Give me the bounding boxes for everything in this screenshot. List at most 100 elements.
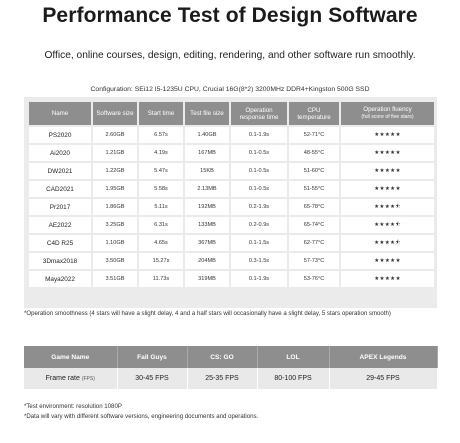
cpu-temperature-cell: 52-71°C <box>289 127 339 143</box>
software-name-cell: C4D R25 <box>29 235 91 251</box>
response-time-cell: 0.1-0.5s <box>231 145 287 161</box>
software-size-cell: 3.25GB <box>93 217 137 233</box>
fluency-stars: ★★★★⯪ <box>341 235 434 251</box>
fps-lol: 80-100 FPS <box>257 368 330 389</box>
table-row: Maya2022 3.51GB 11.73s 319MB 0.1-1.9s 53-76°C… <box>29 271 434 287</box>
game-header-csgo: CS: GO <box>187 346 258 368</box>
test-file-size-cell: 1.40GB <box>185 127 229 143</box>
fps-apex: 29-45 FPS <box>329 368 438 389</box>
frame-rate-label-cell: Frame rate (FPS) <box>24 368 118 389</box>
cpu-temperature-cell: 53-76°C <box>289 271 339 287</box>
header-test-file-size: Test file size <box>185 102 229 125</box>
start-time-cell: 4.65s <box>139 235 183 251</box>
header-start-time: Start time <box>139 102 183 125</box>
fluency-stars: ★★★★★ <box>341 163 434 179</box>
software-name-cell: DW2021 <box>29 163 91 179</box>
game-header-row: Game Name Fall Guys CS: GO LOL APEX Lege… <box>24 346 438 368</box>
fluency-stars: ★★★★★ <box>341 271 434 287</box>
cpu-temperature-cell: 51-55°C <box>289 181 339 197</box>
table-row: Ai2020 1.21GB 4.19s 167MB 0.1-0.5s 48-55°C ★★★… <box>29 145 434 161</box>
fps-csgo: 25-35 FPS <box>187 368 258 389</box>
footer-note-variance: *Data will vary with different software … <box>24 412 259 420</box>
software-name-cell: Pr2017 <box>29 199 91 215</box>
start-time-cell: 6.57s <box>139 127 183 143</box>
fluency-stars: ★★★★★ <box>341 181 434 197</box>
fps-fall-guys: 30-45 FPS <box>117 368 188 389</box>
start-time-cell: 5.47s <box>139 163 183 179</box>
response-time-cell: 0.1-1.5s <box>231 235 287 251</box>
fluency-stars: ★★★★⯪ <box>341 199 434 215</box>
software-name-cell: 3Dmax2018 <box>29 253 91 269</box>
header-name: Name <box>29 102 91 125</box>
cpu-temperature-cell: 65-74°C <box>289 217 339 233</box>
header-cpu-temperature: CPU temperature <box>289 102 339 125</box>
header-fluency-label: Operation fluency <box>363 106 412 113</box>
game-header-apex: APEX Legends <box>329 346 438 368</box>
cpu-temperature-cell: 62-77°C <box>289 235 339 251</box>
test-configuration: Configuration: SEi12 I5-1235U CPU, Cruci… <box>90 86 370 93</box>
table-row: C4D R25 1.10GB 4.65s 367MB 0.1-1.5s 62-77°C ★★… <box>29 235 434 251</box>
table-row: DW2021 1.22GB 5.47s 15KB 0.1-0.5s 51-60°C ★★★★… <box>29 163 434 179</box>
frame-rate-label: Frame rate <box>45 375 80 382</box>
fluency-stars: ★★★★★ <box>341 145 434 161</box>
software-name-cell: Maya2022 <box>29 271 91 287</box>
software-size-cell: 1.22GB <box>93 163 137 179</box>
software-name-cell: Ai2020 <box>29 145 91 161</box>
start-time-cell: 5.11s <box>139 199 183 215</box>
test-file-size-cell: 367MB <box>185 235 229 251</box>
response-time-cell: 0.2-0.9s <box>231 217 287 233</box>
fluency-stars: ★★★★★ <box>341 127 434 143</box>
start-time-cell: 4.19s <box>139 145 183 161</box>
test-file-size-cell: 319MB <box>185 271 229 287</box>
game-header-lol: LOL <box>257 346 330 368</box>
test-file-size-cell: 167MB <box>185 145 229 161</box>
test-file-size-cell: 133MB <box>185 217 229 233</box>
software-size-cell: 3.50GB <box>93 253 137 269</box>
cpu-temperature-cell: 51-60°C <box>289 163 339 179</box>
test-file-size-cell: 192MB <box>185 199 229 215</box>
game-table: Game Name Fall Guys CS: GO LOL APEX Lege… <box>24 346 438 389</box>
test-file-size-cell: 2.13MB <box>185 181 229 197</box>
start-time-cell: 15.27s <box>139 253 183 269</box>
start-time-cell: 5.58s <box>139 181 183 197</box>
table-row: Pr2017 1.86GB 5.11s 192MB 0.2-1.9s 65-78°C ★★★… <box>29 199 434 215</box>
fluency-note: *Operation smoothness (4 stars will have… <box>24 310 391 317</box>
response-time-cell: 0.1-0.5s <box>231 163 287 179</box>
software-size-cell: 2.60GB <box>93 127 137 143</box>
page-subtitle: Office, online courses, design, editing,… <box>44 50 416 61</box>
fluency-stars: ★★★★★ <box>341 253 434 269</box>
frame-rate-unit: (FPS) <box>81 376 95 382</box>
start-time-cell: 11.73s <box>139 271 183 287</box>
cpu-temperature-cell: 57-73°C <box>289 253 339 269</box>
header-operation-fluency: Operation fluency (full score of five sta… <box>341 102 434 125</box>
header-fluency-subtitle: (full score of five stars) <box>361 114 414 120</box>
page-title: Performance Test of Design Software <box>42 4 418 27</box>
table-header-row: Name Software size Start time Test file … <box>29 102 434 125</box>
cpu-temperature-cell: 65-78°C <box>289 199 339 215</box>
table-row: PS2020 2.60GB 6.57s 1.40GB 0.1-1.9s 52-71°C ★★… <box>29 127 434 143</box>
test-file-size-cell: 204MB <box>185 253 229 269</box>
response-time-cell: 0.1-1.9s <box>231 271 287 287</box>
software-size-cell: 1.95GB <box>93 181 137 197</box>
footer-note-resolution: *Test environment: resolution 1080P <box>24 403 122 410</box>
table-row: CAD2021 1.95GB 5.58s 2.13MB 0.1-0.5s 51-55°C ★… <box>29 181 434 197</box>
fluency-stars: ★★★★⯪ <box>341 217 434 233</box>
software-size-cell: 1.21GB <box>93 145 137 161</box>
table-row: AE2022 3.25GB 6.31s 133MB 0.2-0.9s 65-74°C ★★★… <box>29 217 434 233</box>
software-size-cell: 1.10GB <box>93 235 137 251</box>
table-row: 3Dmax2018 3.50GB 15.27s 204MB 0.3-1.5s 57-73°… <box>29 253 434 269</box>
software-name-cell: PS2020 <box>29 127 91 143</box>
performance-panel: Name Software size Start time Test file … <box>24 97 437 308</box>
start-time-cell: 6.31s <box>139 217 183 233</box>
header-software-size: Software size <box>93 102 137 125</box>
game-header-name: Game Name <box>24 346 118 368</box>
cpu-temperature-cell: 48-55°C <box>289 145 339 161</box>
software-size-cell: 3.51GB <box>93 271 137 287</box>
response-time-cell: 0.1-0.5s <box>231 181 287 197</box>
header-response-time: Operation response time <box>231 102 287 125</box>
frame-rate-row: Frame rate (FPS) 30-45 FPS 25-35 FPS 80-… <box>24 368 438 389</box>
response-time-cell: 0.1-1.9s <box>231 127 287 143</box>
software-size-cell: 1.86GB <box>93 199 137 215</box>
software-name-cell: CAD2021 <box>29 181 91 197</box>
footer-notes: *Test environment: resolution 1080P *Dat… <box>24 402 444 421</box>
